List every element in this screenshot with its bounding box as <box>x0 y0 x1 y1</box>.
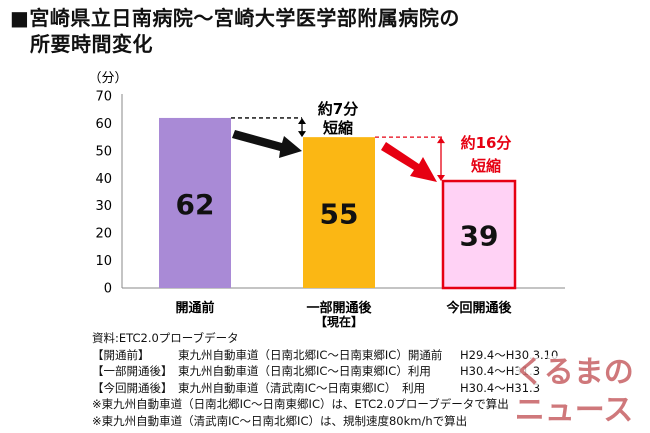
note-period: H29.4〜H30.3.10 <box>460 347 559 362</box>
note-road: 東九州自動車道（日南北郷IC〜日南東郷IC）開通前 <box>178 347 443 362</box>
annotation-arrowhead <box>437 175 445 182</box>
annotation-label: 約16分 <box>461 134 512 152</box>
y-tick-label: 40 <box>95 172 112 187</box>
y-tick-label: 20 <box>95 227 112 242</box>
note-road: 東九州自動車道（日南北郷IC〜日南東郷IC）利用 <box>178 364 431 378</box>
note-label: 【一部開通後】 <box>92 364 173 378</box>
x-tick-sublabel: 【現在】 <box>315 314 363 329</box>
page-title-line1: ■宮崎県立日南病院〜宮崎大学医学部附属病院の <box>10 6 460 30</box>
y-tick-label: 50 <box>95 144 112 159</box>
transition-arrow <box>381 142 437 182</box>
data-label: 62 <box>176 188 215 221</box>
watermark-logo: くるまの くるまの ニュース ニュース <box>511 352 636 430</box>
y-tick-label: 10 <box>95 254 112 269</box>
x-tick-label: 一部開通後 <box>306 300 372 316</box>
y-tick-label: 30 <box>95 199 112 214</box>
watermark-line2-outline: ニュース <box>515 393 634 428</box>
transition-arrow <box>232 130 302 158</box>
annotation-arrowhead <box>298 131 306 138</box>
annotation-arrowhead <box>298 117 306 124</box>
source-note: 資料:ETC2.0プローブデータ <box>92 331 239 345</box>
page-title-line2: 所要時間変化 <box>30 32 153 56</box>
note-row: 【今回開通後】 東九州自動車道（清武南IC〜日南東郷IC） 利用 H30.4〜H… <box>92 380 558 397</box>
note-label: 【開通前】 <box>92 347 150 362</box>
note-period: H30.4〜H31.3 <box>460 364 541 378</box>
y-tick-label: 60 <box>95 117 112 132</box>
notes: 資料:ETC2.0プローブデータ 【開通前】 東九州自動車道（日南北郷IC〜日南… <box>92 330 558 429</box>
footnote-2: ※東九州自動車道（清武南IC〜日南北郷IC）は、規制速度80km/hで算出 <box>92 413 468 428</box>
note-period: H30.4〜H31.3 <box>460 380 541 395</box>
x-tick-label: 今回開通後 <box>445 300 512 316</box>
bar <box>159 117 231 288</box>
note-road: 東九州自動車道（清武南IC〜日南東郷IC） 利用 <box>178 380 426 395</box>
annotation-label: 短縮 <box>323 119 353 137</box>
annotation-arrowhead <box>437 137 445 144</box>
annotation-label: 短縮 <box>471 157 501 175</box>
x-tick-label: 開通前 <box>175 300 214 316</box>
note-row: 【開通前】 東九州自動車道（日南北郷IC〜日南東郷IC）開通前 H29.4〜H3… <box>92 347 558 364</box>
data-label: 39 <box>460 220 499 253</box>
watermark-line1-outline: くるまの <box>514 355 633 390</box>
note-label: 【今回開通後】 <box>92 380 173 395</box>
bar <box>303 137 375 288</box>
data-label: 55 <box>320 198 359 231</box>
watermark-line2: ニュース <box>515 393 634 428</box>
note-row: 【一部開通後】 東九州自動車道（日南北郷IC〜日南東郷IC）利用 H30.4〜H… <box>92 363 558 380</box>
y-axis-label: （分） <box>88 71 127 86</box>
watermark-line1: くるまの <box>514 355 633 390</box>
y-tick-label: 70 <box>95 90 112 105</box>
y-tick-label: 0 <box>104 282 112 297</box>
bar <box>441 179 517 290</box>
footnote-1: ※東九州自動車道（日南北郷IC〜日南東郷IC）は、ETC2.0プローブデータで算… <box>92 397 509 411</box>
bar-chart: （分） 0 10 20 30 40 50 60 70 62 開通前 55 一部開通後【現在】 39 今回開通… <box>88 71 565 329</box>
annotation-label: 約7分 <box>318 100 358 118</box>
